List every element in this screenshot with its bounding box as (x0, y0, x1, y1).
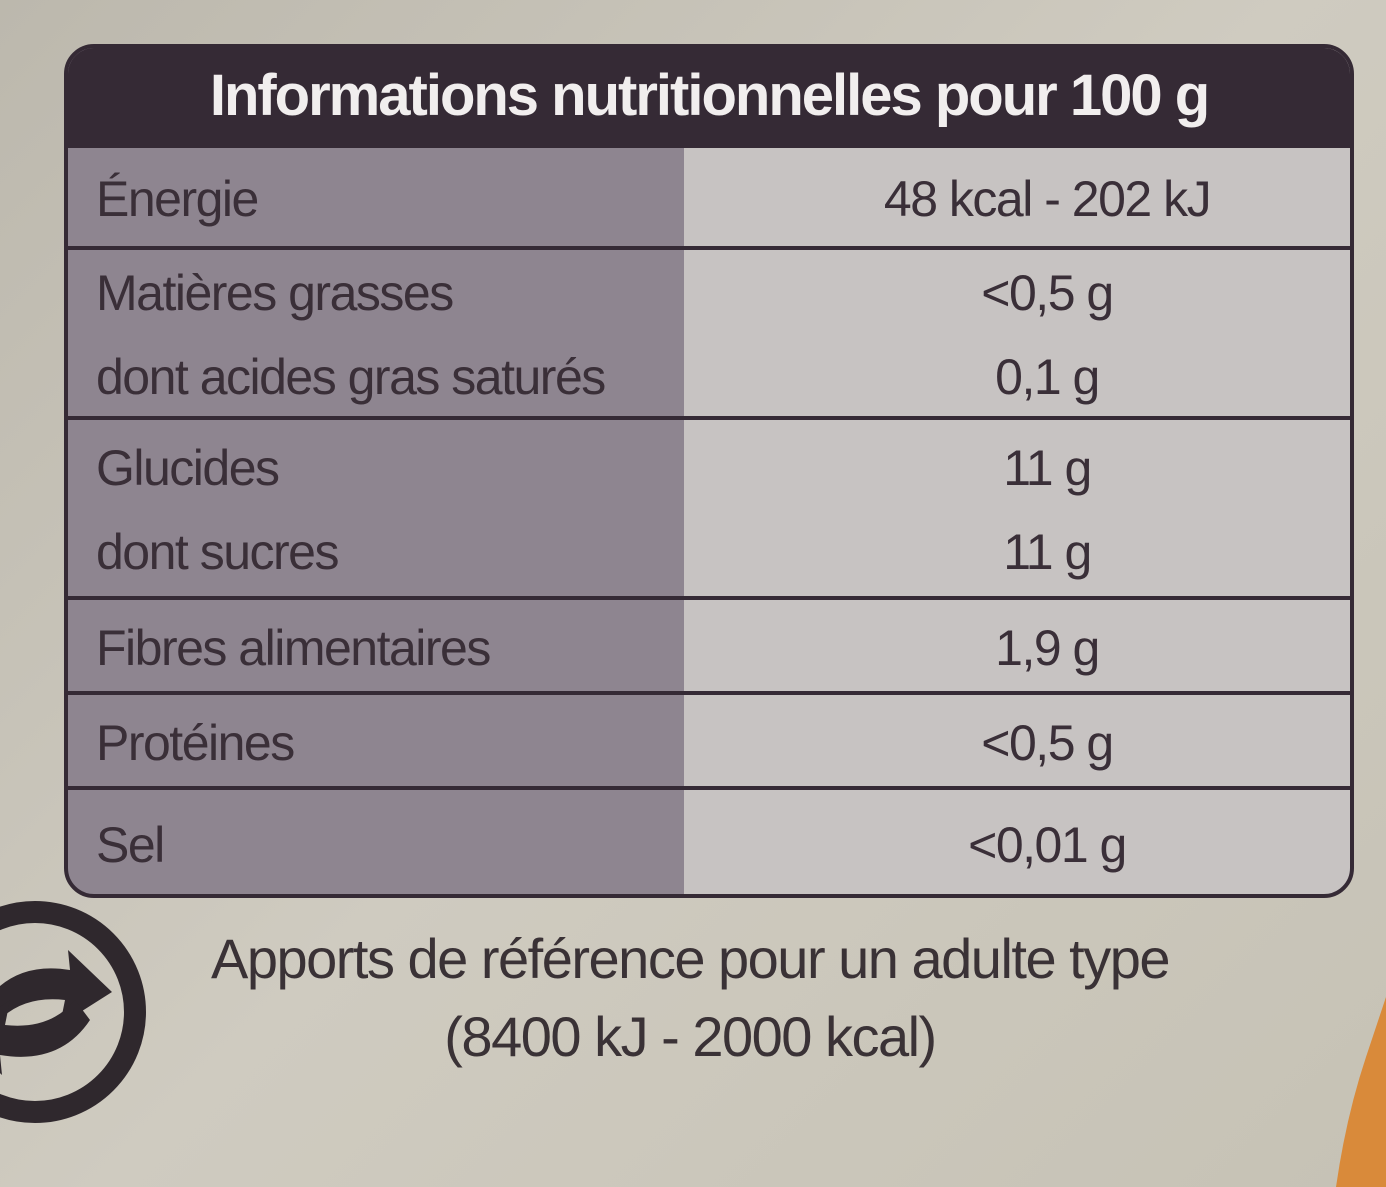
footer-line: (8400 kJ - 2000 kcal) (444, 1005, 937, 1068)
nutrient-label: Énergie (96, 171, 259, 227)
nutrition-table: Informations nutritionnelles pour 100 g … (64, 44, 1354, 898)
nutrient-value: <0,5 g (981, 714, 1114, 771)
nutrient-value: 0,1 g (995, 349, 1100, 405)
nutrient-value: 48 kcal - 202 kJ (883, 171, 1212, 227)
table-body: Énergie 48 kcal - 202 kJ Matières grasses <… (68, 144, 1350, 894)
footer: Apports de référence pour un adulte type… (150, 920, 1230, 1076)
nutrient-label: dont acides gras saturés (96, 349, 606, 405)
row-group: Matières grasses <0,5 g dont acides gras s… (68, 246, 1350, 416)
orange-corner (1336, 997, 1386, 1187)
row-group: Sel <0,01 g (68, 786, 1350, 894)
row-group: Protéines <0,5 g (68, 691, 1350, 786)
nutrient-label: Matières grasses (96, 265, 454, 321)
recycle-icon (0, 901, 146, 1123)
row: Matières grasses <0,5 g (68, 251, 1350, 335)
row: Protéines <0,5 g (68, 701, 1350, 785)
nutrient-label: Protéines (96, 714, 295, 771)
nutrient-value: 1,9 g (995, 619, 1100, 676)
nutrient-label: Sel (96, 817, 165, 873)
row: Glucides 11 g (68, 426, 1350, 510)
row-group: Énergie 48 kcal - 202 kJ (68, 144, 1350, 246)
table-title: Informations nutritionnelles pour 100 g (68, 48, 1350, 144)
nutrient-value: 11 g (1003, 440, 1092, 496)
row: Fibres alimentaires 1,9 g (68, 606, 1350, 690)
nutrient-value: <0,5 g (981, 265, 1114, 321)
nutrient-label: Glucides (96, 440, 280, 496)
row: dont acides gras saturés 0,1 g (68, 335, 1350, 419)
row: Sel <0,01 g (68, 803, 1350, 887)
footer-line: Apports de référence pour un adulte type (210, 927, 1171, 990)
nutrient-label: Fibres alimentaires (96, 619, 491, 676)
row-group: Fibres alimentaires 1,9 g (68, 596, 1350, 691)
nutrient-label: dont sucres (96, 524, 339, 580)
row-group: Glucides 11 g dont sucres 11 g (68, 416, 1350, 596)
row: dont sucres 11 g (68, 510, 1350, 594)
nutrient-value: <0,01 g (968, 817, 1127, 873)
row: Énergie 48 kcal - 202 kJ (68, 157, 1350, 241)
nutrient-value: 11 g (1003, 524, 1092, 580)
